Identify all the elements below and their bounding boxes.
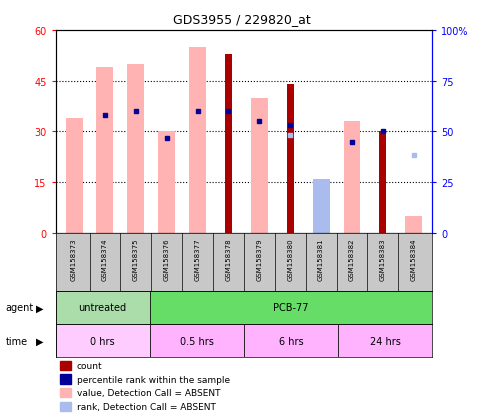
Text: 24 hrs: 24 hrs — [370, 336, 400, 346]
Bar — [380, 132, 386, 233]
Text: agent: agent — [6, 303, 34, 313]
Text: value, Detection Call = ABSENT: value, Detection Call = ABSENT — [77, 388, 220, 397]
Bar — [150, 291, 432, 324]
Text: GSM158378: GSM158378 — [226, 238, 231, 280]
Bar — [313, 179, 329, 233]
Text: GSM158379: GSM158379 — [256, 238, 262, 280]
Text: GSM158381: GSM158381 — [318, 238, 324, 280]
Bar — [66, 119, 83, 233]
Bar — [225, 55, 232, 233]
Text: count: count — [77, 361, 102, 370]
Bar — [244, 324, 338, 357]
Bar — [343, 122, 360, 233]
Text: 6 hrs: 6 hrs — [279, 336, 303, 346]
Text: ▶: ▶ — [36, 303, 43, 313]
Text: untreated: untreated — [79, 303, 127, 313]
Bar — [56, 324, 150, 357]
Text: GSM158384: GSM158384 — [411, 238, 417, 280]
Text: PCB-77: PCB-77 — [273, 303, 309, 313]
Bar — [287, 85, 294, 233]
Text: GSM158375: GSM158375 — [133, 238, 139, 280]
Bar — [158, 132, 175, 233]
Bar — [128, 65, 144, 233]
Text: GDS3955 / 229820_at: GDS3955 / 229820_at — [172, 13, 311, 26]
Text: ▶: ▶ — [36, 336, 43, 346]
Text: GSM158374: GSM158374 — [102, 238, 108, 280]
Text: percentile rank within the sample: percentile rank within the sample — [77, 375, 230, 384]
Text: 0 hrs: 0 hrs — [90, 336, 115, 346]
Bar — [251, 98, 268, 233]
Text: GSM158373: GSM158373 — [71, 238, 77, 280]
Text: GSM158383: GSM158383 — [380, 238, 386, 280]
Text: GSM158376: GSM158376 — [164, 238, 170, 280]
Text: time: time — [6, 336, 28, 346]
Text: GSM158377: GSM158377 — [195, 238, 200, 280]
Bar — [405, 216, 422, 233]
Bar — [338, 324, 432, 357]
Text: GSM158380: GSM158380 — [287, 238, 293, 280]
Text: GSM158382: GSM158382 — [349, 238, 355, 280]
Text: 0.5 hrs: 0.5 hrs — [180, 336, 214, 346]
Bar — [189, 48, 206, 233]
Text: rank, Detection Call = ABSENT: rank, Detection Call = ABSENT — [77, 402, 216, 411]
Bar — [56, 291, 150, 324]
Bar — [97, 68, 114, 233]
Bar — [150, 324, 244, 357]
